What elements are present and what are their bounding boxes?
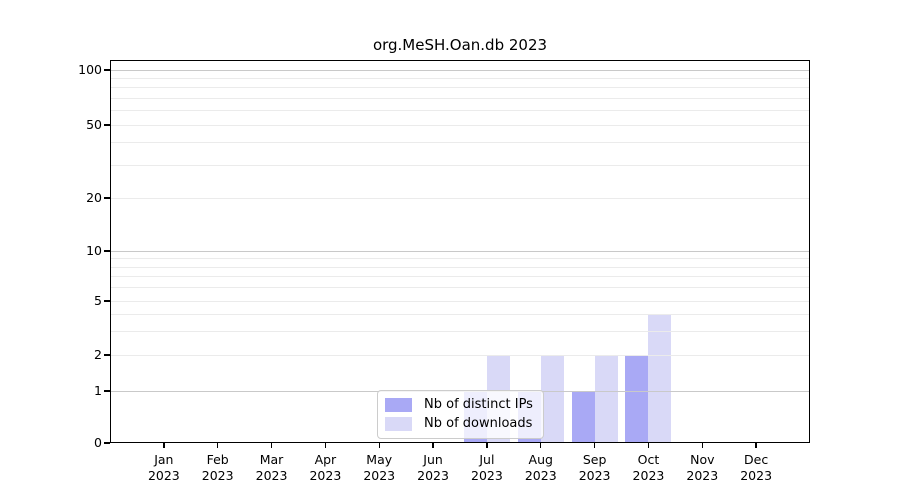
legend-item-downloads: Nb of downloads (385, 415, 535, 433)
x-tick-label-may: May 2023 (363, 452, 396, 483)
gridline-20 (110, 197, 810, 199)
x-tick-label-jul: Jul 2023 (471, 452, 503, 483)
y-tick-1 (104, 390, 110, 392)
y-tick-label-1: 1 (94, 383, 102, 398)
x-tick-jan (163, 443, 165, 448)
plot-frame (110, 60, 810, 443)
y-tick-100 (104, 69, 110, 71)
gridline-70 (110, 97, 810, 99)
x-tick-may (378, 443, 380, 448)
y-tick-label-20: 20 (86, 190, 102, 205)
x-tick-label-mar: Mar 2023 (255, 452, 288, 483)
y-tick-label-100: 100 (78, 62, 102, 77)
legend-label-distinct-ips: Nb of distinct IPs (424, 397, 533, 412)
y-tick-label-5: 5 (94, 293, 102, 308)
x-tick-label-feb: Feb 2023 (201, 452, 234, 483)
x-tick-mar (270, 443, 273, 448)
x-tick-dec (755, 443, 757, 448)
gridline-3 (110, 330, 810, 332)
gridline-6 (110, 287, 810, 289)
y-tick-label-10: 10 (86, 243, 102, 258)
gridline-40 (110, 142, 810, 144)
x-tick-label-sep: Sep 2023 (578, 452, 611, 483)
y-tick-20 (104, 197, 110, 199)
gridline-4 (110, 313, 810, 315)
bar-downloads-oct (648, 314, 672, 443)
gridline-100 (110, 69, 810, 71)
x-tick-label-oct: Oct 2023 (632, 452, 665, 483)
y-tick-50 (104, 124, 110, 126)
gridline-2 (110, 354, 810, 356)
y-tick-5 (104, 300, 110, 302)
y-tick-label-2: 2 (94, 347, 102, 362)
x-tick-sep (593, 443, 596, 448)
x-tick-label-apr: Apr 2023 (309, 452, 342, 483)
y-tick-10 (104, 250, 110, 252)
gridline-80 (110, 87, 810, 89)
y-tick-label-50: 50 (86, 117, 102, 132)
x-tick-apr (324, 443, 327, 448)
chart-title: org.MeSH.Oan.db 2023 (372, 36, 548, 54)
bar-distinct-ips-sep (571, 391, 595, 443)
legend-swatch-distinct-ips (385, 398, 412, 412)
x-tick-feb (216, 443, 219, 448)
x-tick-jul (486, 443, 488, 448)
gridline-30 (110, 165, 810, 167)
bar-downloads-aug (540, 355, 564, 443)
gridline-60 (110, 110, 810, 112)
y-tick-label-0: 0 (94, 435, 102, 450)
x-tick-label-jan: Jan 2023 (147, 452, 180, 483)
gridline-7 (110, 276, 810, 278)
x-tick-label-nov: Nov 2023 (686, 452, 719, 483)
gridline-9 (110, 258, 810, 260)
legend-label-downloads: Nb of downloads (424, 416, 533, 431)
gridline-8 (110, 266, 810, 268)
gridline-50 (110, 124, 810, 126)
gridline-90 (110, 77, 810, 79)
x-tick-label-aug: Aug 2023 (524, 452, 557, 483)
legend: Nb of distinct IPs Nb of downloads (377, 390, 544, 439)
x-tick-aug (540, 443, 542, 448)
bar-downloads-sep (594, 355, 618, 443)
x-tick-oct (647, 443, 650, 448)
gridline-5 (110, 300, 810, 302)
legend-item-distinct-ips: Nb of distinct IPs (385, 396, 535, 414)
x-tick-nov (701, 443, 703, 448)
y-tick-2 (104, 354, 110, 356)
legend-swatch-downloads (385, 417, 412, 431)
y-tick-0 (104, 442, 110, 444)
x-tick-label-jun: Jun 2023 (417, 452, 449, 483)
x-tick-label-dec: Dec 2023 (740, 452, 773, 483)
plot-area (110, 60, 810, 443)
gridline-10 (110, 250, 810, 252)
bar-distinct-ips-oct (625, 355, 649, 443)
x-tick-jun (432, 443, 434, 448)
